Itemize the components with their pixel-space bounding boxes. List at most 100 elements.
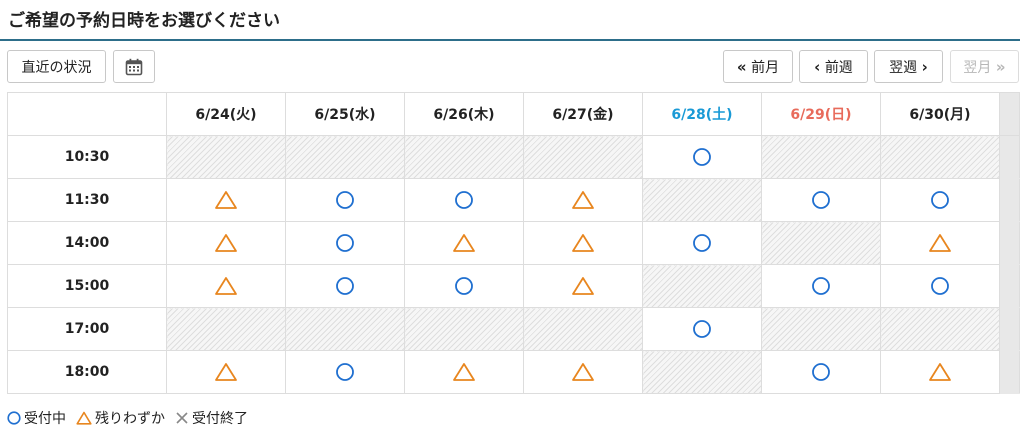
slot-available[interactable] (285, 264, 405, 308)
slot-unavailable (285, 135, 405, 179)
scrollbar-track[interactable] (999, 221, 1020, 265)
slot-available[interactable] (285, 221, 405, 265)
triangle-icon (215, 234, 237, 253)
circle-icon (812, 191, 830, 210)
slot-unavailable (166, 307, 286, 351)
scrollbar-track[interactable] (999, 92, 1020, 136)
circle-icon (336, 191, 354, 210)
day-header: 6/30(月) (880, 92, 1000, 136)
slot-few-left[interactable] (404, 350, 524, 394)
slot-few-left[interactable] (523, 264, 643, 308)
slot-available[interactable] (285, 350, 405, 394)
day-header: 6/27(金) (523, 92, 643, 136)
scrollbar-track[interactable] (999, 350, 1020, 394)
circle-icon (7, 411, 21, 425)
circle-icon (455, 277, 473, 296)
circle-icon (455, 191, 473, 210)
prev-month-button[interactable]: « 前月 (723, 50, 793, 83)
slot-few-left[interactable] (166, 264, 286, 308)
time-row: 17:00 (7, 307, 1020, 351)
triangle-icon (453, 363, 475, 382)
slot-available[interactable] (880, 264, 1000, 308)
circle-icon (812, 277, 830, 296)
slot-few-left[interactable] (166, 221, 286, 265)
triangle-icon (929, 363, 951, 382)
scrollbar-track[interactable] (999, 135, 1020, 179)
double-chevron-right-icon: » (995, 57, 1006, 76)
scrollbar-track[interactable] (999, 264, 1020, 308)
prev-week-label: 前週 (824, 59, 853, 76)
slot-few-left[interactable] (166, 178, 286, 222)
double-chevron-left-icon: « (736, 57, 747, 76)
scrollbar-track[interactable] (999, 178, 1020, 222)
slot-unavailable (642, 178, 762, 222)
legend-closed: 受付終了 (175, 408, 248, 428)
slot-few-left[interactable] (880, 350, 1000, 394)
time-row: 18:00 (7, 350, 1020, 394)
slot-few-left[interactable] (404, 221, 524, 265)
slot-unavailable (880, 307, 1000, 351)
triangle-icon (929, 234, 951, 253)
circle-icon (336, 277, 354, 296)
legend-closed-label: 受付終了 (192, 411, 248, 427)
slot-few-left[interactable] (880, 221, 1000, 265)
slot-available[interactable] (404, 264, 524, 308)
day-header: 6/28(土) (642, 92, 762, 136)
slot-few-left[interactable] (166, 350, 286, 394)
title-divider (0, 39, 1020, 41)
legend-few-label: 残りわずか (95, 411, 165, 427)
slot-unavailable (404, 307, 524, 351)
time-row: 10:30 (7, 135, 1020, 179)
slot-available[interactable] (761, 264, 881, 308)
circle-icon (812, 363, 830, 382)
triangle-icon (215, 277, 237, 296)
time-label: 18:00 (7, 350, 167, 394)
slot-unavailable (761, 135, 881, 179)
slot-unavailable (642, 264, 762, 308)
circle-icon (931, 191, 949, 210)
calendar-icon (125, 58, 143, 76)
circle-icon (931, 277, 949, 296)
recent-status-label: 直近の状況 (21, 59, 92, 76)
slot-unavailable (285, 307, 405, 351)
corner-cell (7, 92, 167, 136)
circle-icon (336, 234, 354, 253)
time-row: 11:30 (7, 178, 1020, 222)
slot-unavailable (761, 221, 881, 265)
slot-few-left[interactable] (523, 221, 643, 265)
slot-available[interactable] (880, 178, 1000, 222)
prev-month-label: 前月 (751, 59, 780, 76)
triangle-icon (572, 234, 594, 253)
slot-unavailable (523, 135, 643, 179)
slot-available[interactable] (642, 135, 762, 179)
time-row: 15:00 (7, 264, 1020, 308)
recent-status-button[interactable]: 直近の状況 (7, 50, 106, 83)
next-week-button[interactable]: 翌週 › (874, 50, 943, 83)
slot-available[interactable] (642, 221, 762, 265)
scrollbar-track[interactable] (999, 307, 1020, 351)
slot-unavailable (166, 135, 286, 179)
triangle-icon (76, 411, 92, 425)
slot-available[interactable] (761, 178, 881, 222)
cross-icon (176, 412, 188, 424)
triangle-icon (215, 191, 237, 210)
schedule-table: 6/24(火) 6/25(水) 6/26(木) 6/27(金) 6/28(土) 6/29(… (7, 92, 1020, 394)
legend-open-label: 受付中 (24, 411, 66, 427)
slot-few-left[interactable] (523, 178, 643, 222)
slot-available[interactable] (761, 350, 881, 394)
slot-few-left[interactable] (523, 350, 643, 394)
circle-icon (693, 148, 711, 167)
day-header: 6/24(火) (166, 92, 286, 136)
day-header: 6/29(日) (761, 92, 881, 136)
calendar-button[interactable] (113, 50, 155, 83)
slot-available[interactable] (642, 307, 762, 351)
prev-week-button[interactable]: ‹ 前週 (799, 50, 868, 83)
time-label: 10:30 (7, 135, 167, 179)
slot-available[interactable] (285, 178, 405, 222)
legend-few: 残りわずか (76, 408, 165, 428)
slot-available[interactable] (404, 178, 524, 222)
circle-icon (336, 363, 354, 382)
triangle-icon (572, 191, 594, 210)
next-week-label: 翌週 (889, 59, 918, 76)
triangle-icon (572, 363, 594, 382)
